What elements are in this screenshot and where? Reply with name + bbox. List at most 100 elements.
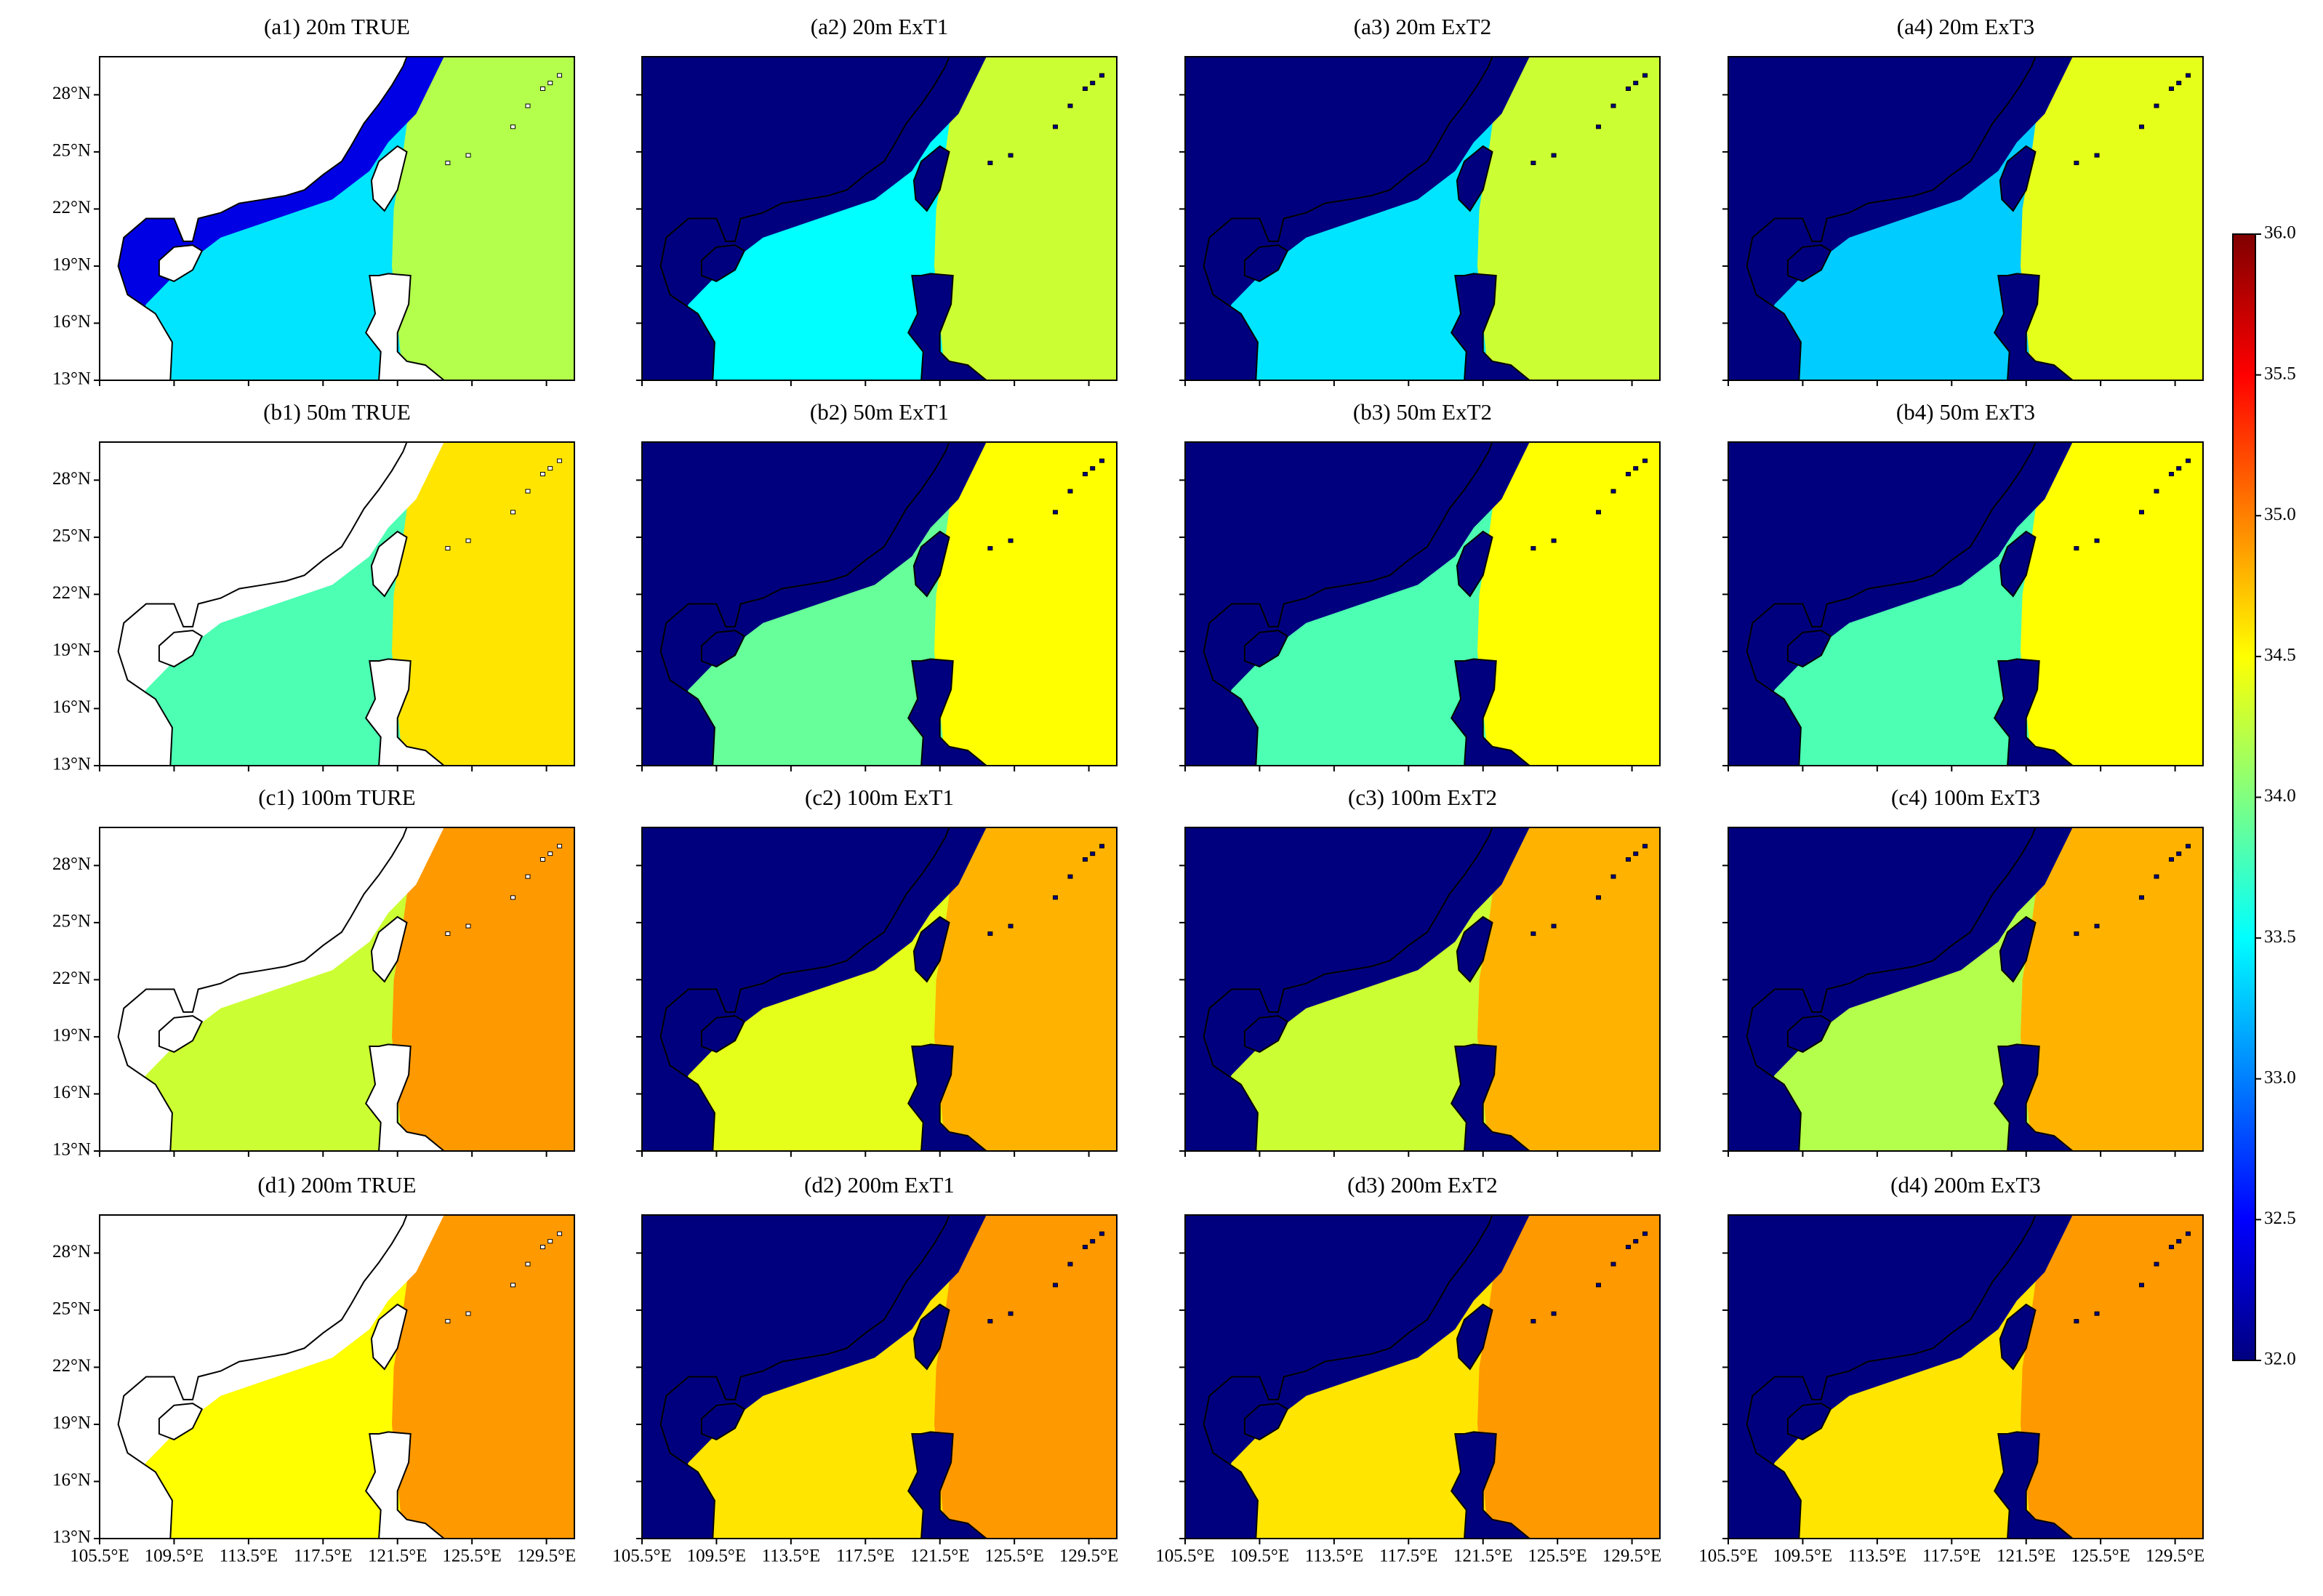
island bbox=[510, 510, 515, 515]
island bbox=[2186, 73, 2191, 78]
salinity-wp bbox=[2021, 442, 2203, 766]
island bbox=[2168, 1245, 2174, 1249]
island bbox=[1052, 895, 1058, 900]
salinity-wp bbox=[1477, 1215, 1660, 1539]
island bbox=[510, 124, 515, 129]
x-tick-label: 105.5°E bbox=[1698, 1547, 1758, 1566]
island bbox=[1008, 923, 1014, 929]
panel-title: (a3) 20m ExT2 bbox=[1354, 14, 1491, 39]
island bbox=[1610, 489, 1616, 494]
y-tick-label: 16°N bbox=[52, 1083, 91, 1102]
island bbox=[987, 161, 993, 166]
land bbox=[1728, 827, 2037, 1151]
island bbox=[465, 153, 471, 158]
land bbox=[1185, 57, 1493, 380]
island bbox=[2138, 895, 2144, 900]
panel-frame bbox=[1184, 1214, 1661, 1539]
y-tick-label: 22°N bbox=[52, 969, 91, 988]
island bbox=[1551, 153, 1557, 158]
land bbox=[100, 57, 408, 380]
x-tick-label: 121.5°E bbox=[910, 1547, 970, 1566]
map-panel bbox=[1185, 1215, 1660, 1539]
panel-title: (a2) 20m ExT1 bbox=[811, 14, 948, 39]
panel-title: (b1) 50m TRUE bbox=[263, 399, 411, 425]
panel-frame bbox=[1184, 441, 1661, 766]
land bbox=[158, 630, 204, 668]
island bbox=[1099, 843, 1105, 849]
salinity-wp bbox=[2021, 827, 2203, 1151]
island bbox=[1530, 931, 1536, 937]
x-tick-label: 129.5°E bbox=[2146, 1547, 2205, 1566]
x-tick-label: 105.5°E bbox=[612, 1547, 672, 1566]
y-tick-label: 25°N bbox=[52, 526, 91, 546]
land bbox=[1994, 658, 2074, 766]
salinity-wp bbox=[392, 57, 574, 380]
island bbox=[2168, 87, 2174, 91]
island bbox=[1082, 87, 1088, 91]
island bbox=[1052, 510, 1058, 515]
x-tick-label: 117.5°E bbox=[836, 1547, 895, 1566]
island bbox=[2094, 1311, 2100, 1316]
panel-frame bbox=[99, 56, 575, 381]
land bbox=[1456, 915, 1493, 983]
island bbox=[1052, 124, 1058, 129]
island bbox=[445, 546, 451, 551]
island bbox=[2094, 538, 2100, 543]
land bbox=[100, 827, 408, 1151]
colorbar-tick-label: 35.0 bbox=[2264, 505, 2296, 524]
land bbox=[158, 244, 204, 283]
land bbox=[1999, 1303, 2037, 1371]
island bbox=[2074, 1319, 2079, 1324]
land bbox=[642, 57, 950, 380]
map-panel bbox=[1185, 827, 1660, 1151]
island bbox=[1633, 466, 1639, 471]
land bbox=[1243, 1015, 1289, 1054]
island bbox=[539, 87, 545, 91]
land bbox=[912, 145, 950, 212]
map-panel bbox=[100, 827, 574, 1151]
island bbox=[539, 472, 545, 476]
land bbox=[1456, 530, 1493, 598]
panel-frame bbox=[641, 1214, 1118, 1539]
island bbox=[1530, 1319, 1536, 1324]
x-tick-label: 121.5°E bbox=[1997, 1547, 2056, 1566]
island bbox=[2176, 851, 2182, 857]
island bbox=[1595, 1283, 1601, 1288]
x-tick-label: 129.5°E bbox=[517, 1547, 577, 1566]
island bbox=[1551, 1311, 1557, 1316]
island bbox=[1082, 857, 1088, 862]
panel-frame bbox=[641, 827, 1118, 1152]
island bbox=[1610, 874, 1616, 879]
map-panel bbox=[1728, 442, 2203, 766]
salinity-wp bbox=[2021, 57, 2203, 380]
y-tick-label: 16°N bbox=[52, 312, 91, 332]
island bbox=[1633, 851, 1639, 857]
map-panel bbox=[100, 442, 574, 766]
y-tick-label: 28°N bbox=[52, 84, 91, 103]
island bbox=[445, 931, 451, 937]
island bbox=[2138, 510, 2144, 515]
island bbox=[2176, 1239, 2182, 1244]
x-tick-label: 109.5°E bbox=[687, 1547, 747, 1566]
x-tick-label: 121.5°E bbox=[368, 1547, 428, 1566]
y-tick-label: 25°N bbox=[52, 1299, 91, 1319]
island bbox=[525, 103, 531, 108]
island bbox=[1530, 161, 1536, 166]
island bbox=[987, 931, 993, 937]
land bbox=[365, 273, 446, 380]
y-tick-label: 22°N bbox=[52, 198, 91, 217]
panel-title: (c1) 100m TURE bbox=[258, 785, 415, 810]
panel-frame bbox=[1728, 56, 2204, 381]
salinity-wp bbox=[934, 1215, 1117, 1539]
panel-title: (a4) 20m ExT3 bbox=[1897, 14, 2034, 39]
island bbox=[539, 1245, 545, 1249]
island bbox=[1090, 466, 1096, 471]
land bbox=[912, 1303, 950, 1371]
island bbox=[1642, 73, 1648, 78]
island bbox=[445, 161, 451, 166]
island bbox=[987, 546, 993, 551]
island bbox=[1642, 458, 1648, 463]
island bbox=[1625, 857, 1631, 862]
island bbox=[1595, 895, 1601, 900]
y-tick-label: 25°N bbox=[52, 912, 91, 931]
